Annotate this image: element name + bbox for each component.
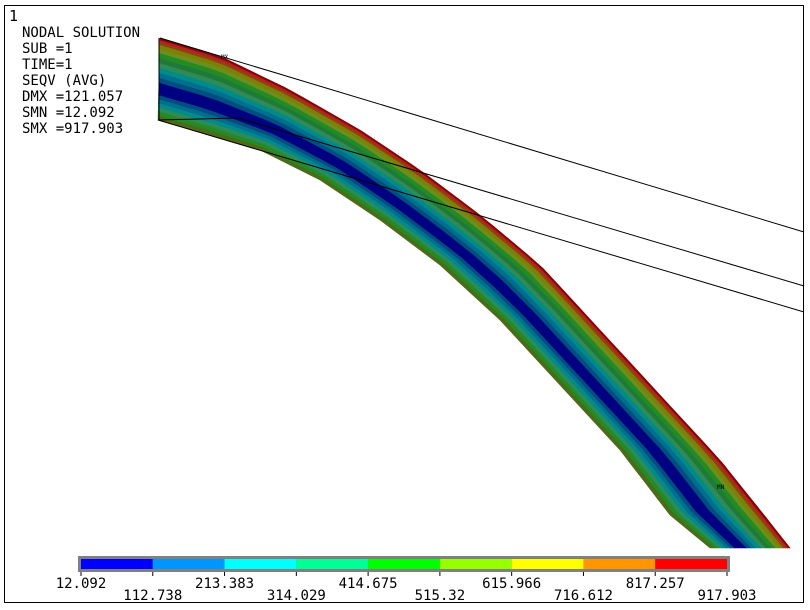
- legend-value: 112.738: [123, 588, 182, 604]
- undeformed-edge: [159, 37, 805, 233]
- legend-swatch: [439, 559, 512, 569]
- legend-swatch: [583, 559, 656, 569]
- undeformed-edge: [237, 117, 805, 287]
- legend-value: 515.32: [415, 588, 466, 604]
- info-line: SUB =1: [22, 41, 73, 57]
- legend-swatch: [81, 559, 153, 569]
- info-line: SMX =917.903: [22, 121, 123, 137]
- contour-band: [157, 107, 723, 549]
- info-line: NODAL SOLUTION: [22, 25, 140, 41]
- window-number: 1: [9, 7, 18, 25]
- legend-value: 917.903: [697, 588, 756, 604]
- min-node-tag: MN: [717, 484, 725, 491]
- legend-value: 615.966: [482, 576, 541, 592]
- legend-value: 314.029: [267, 588, 326, 604]
- contour-band: [157, 103, 727, 549]
- info-line: DMX =121.057: [22, 89, 123, 105]
- plot-frame: [4, 5, 804, 603]
- legend-value: 817.257: [626, 576, 685, 592]
- legend-swatch: [152, 559, 225, 569]
- info-line: SEQV (AVG): [22, 73, 106, 89]
- info-line: SMN =12.092: [22, 105, 115, 121]
- legend-swatch: [224, 559, 297, 569]
- legend-swatch: [296, 559, 369, 569]
- undeformed-outline: [157, 37, 805, 313]
- info-line: TIME=1: [22, 57, 73, 73]
- undeformed-edge: [157, 119, 805, 313]
- legend-value: 716.612: [554, 588, 613, 604]
- legend-swatch: [655, 559, 727, 569]
- contour-band: [157, 115, 715, 549]
- legend-swatch: [368, 559, 440, 569]
- legend-value: 414.675: [339, 576, 398, 592]
- legend-swatch: [511, 559, 584, 569]
- contour-legend: 12.092 112.738 213.383 314.029 414.675 515.32…: [56, 556, 757, 604]
- deformed-beam-contour: MXMN: [157, 37, 791, 549]
- legend-value: 12.092: [56, 576, 107, 592]
- legend-value: 213.383: [195, 576, 254, 592]
- undeformed-edge: [157, 117, 239, 121]
